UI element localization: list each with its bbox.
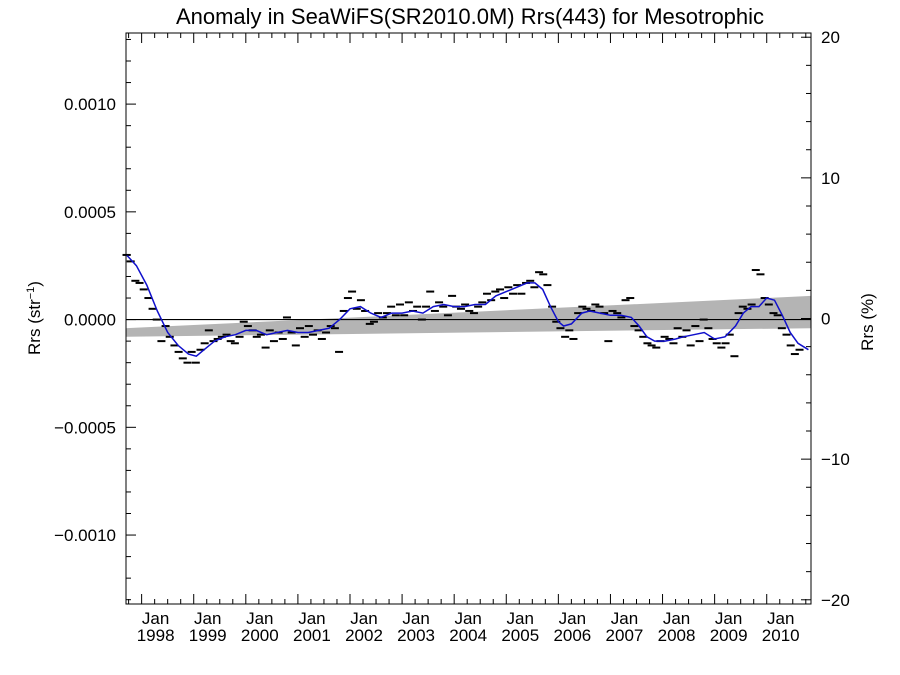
x-tick-label-month: Jan	[246, 609, 273, 628]
x-tick-label-year: 2007	[606, 626, 644, 645]
x-tick-label-year: 2006	[553, 626, 591, 645]
x-tick-label-year: 2004	[449, 626, 487, 645]
x-tick-label-month: Jan	[715, 609, 742, 628]
x-tick-label-year: 2001	[293, 626, 331, 645]
x-tick-label-month: Jan	[611, 609, 638, 628]
trend-band	[126, 295, 811, 337]
y-tick-label-left: −0.0010	[54, 526, 116, 545]
y-axis-label-left-text: Rrs (str	[25, 299, 44, 355]
x-tick-label-year: 2003	[397, 626, 435, 645]
x-tick-label-month: Jan	[507, 609, 534, 628]
y-tick-label-right: −10	[821, 450, 850, 469]
y-tick-label-left: 0.0005	[64, 203, 116, 222]
y-tick-label-left: −0.0005	[54, 418, 116, 437]
x-tick-label-month: Jan	[350, 609, 377, 628]
x-tick-label-month: Jan	[663, 609, 690, 628]
plot-area	[122, 253, 811, 364]
y-tick-label-right: 10	[821, 169, 840, 188]
x-tick-label-year: 2000	[241, 626, 279, 645]
x-tick-label-month: Jan	[142, 609, 169, 628]
axes: 0.00100.00050.0000−0.0005−0.001020100−10…	[54, 28, 850, 645]
y-axis-label-right: Rrs (%)	[858, 293, 877, 351]
y-tick-label-right: 0	[821, 310, 830, 329]
x-tick-label-month: Jan	[402, 609, 429, 628]
x-tick-label-year: 2009	[710, 626, 748, 645]
x-tick-label-month: Jan	[194, 609, 221, 628]
y-axis-label-left: Rrs (str−1)	[25, 281, 44, 355]
x-tick-label-month: Jan	[298, 609, 325, 628]
x-tick-label-year: 1999	[189, 626, 227, 645]
x-tick-label-year: 2008	[658, 626, 696, 645]
chart-title: Anomaly in SeaWiFS(SR2010.0M) Rrs(443) f…	[176, 4, 764, 29]
x-tick-label-year: 2010	[762, 626, 800, 645]
y-tick-label-right: 20	[821, 28, 840, 47]
y-tick-label-left: 0.0000	[64, 311, 116, 330]
x-tick-label-year: 1998	[137, 626, 175, 645]
y-axis-label-left-exponent: −1	[25, 287, 37, 300]
y-tick-label-left: 0.0010	[64, 95, 116, 114]
y-tick-label-right: −20	[821, 591, 850, 610]
x-tick-label-month: Jan	[559, 609, 586, 628]
running-mean-line	[125, 254, 809, 358]
x-tick-label-year: 2005	[501, 626, 539, 645]
x-tick-label-month: Jan	[454, 609, 481, 628]
x-tick-label-month: Jan	[767, 609, 794, 628]
x-tick-label-year: 2002	[345, 626, 383, 645]
y-axis-label-left-close: )	[25, 281, 44, 287]
